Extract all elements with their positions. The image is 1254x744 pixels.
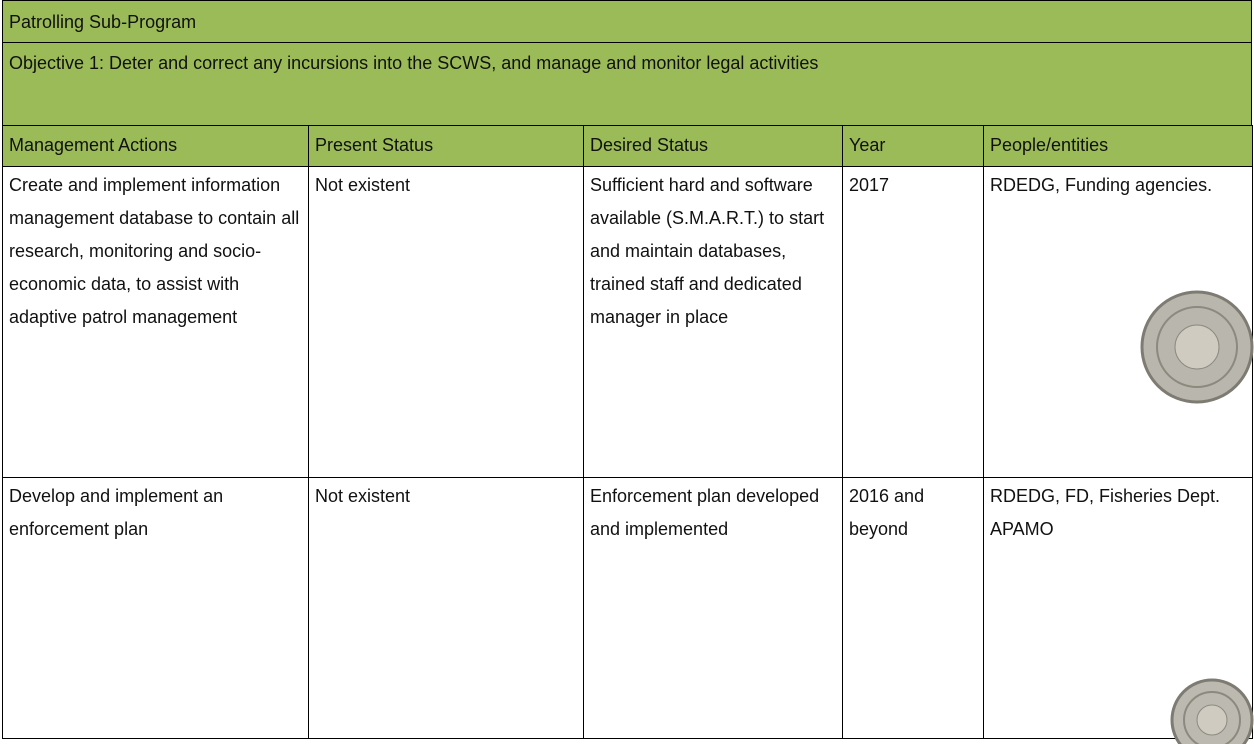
table-cell: Enforcement plan developed and implement… [583, 477, 843, 739]
coin-image [1170, 678, 1254, 744]
header-row: Management Actions Present Status Desired … [2, 125, 1253, 167]
column-header: Management Actions [2, 125, 309, 167]
table-row: Develop and implement an enforcement pla… [2, 477, 1253, 739]
table-cell: 2016 and beyond [842, 477, 984, 739]
column-header: Desired Status [583, 125, 843, 167]
table-cell: Sufficient hard and software available (… [583, 166, 843, 478]
objective: Objective 1: Deter and correct any incur… [2, 42, 1252, 125]
column-header: Year [842, 125, 984, 167]
column-header: People/entities [983, 125, 1253, 167]
coin-image [1140, 290, 1254, 404]
section-title: Patrolling Sub-Program [2, 0, 1252, 42]
table-cell: Create and implement information managem… [2, 166, 309, 478]
column-header: Present Status [308, 125, 584, 167]
table-row: Create and implement information managem… [2, 166, 1253, 478]
table-cell: Develop and implement an enforcement pla… [2, 477, 309, 739]
table-body: Management Actions Present Status Desired … [2, 125, 1253, 739]
actions-table: Management Actions Present Status Desired … [2, 125, 1253, 739]
table-cell: Not existent [308, 477, 584, 739]
table-cell: Not existent [308, 166, 584, 478]
table-cell: 2017 [842, 166, 984, 478]
